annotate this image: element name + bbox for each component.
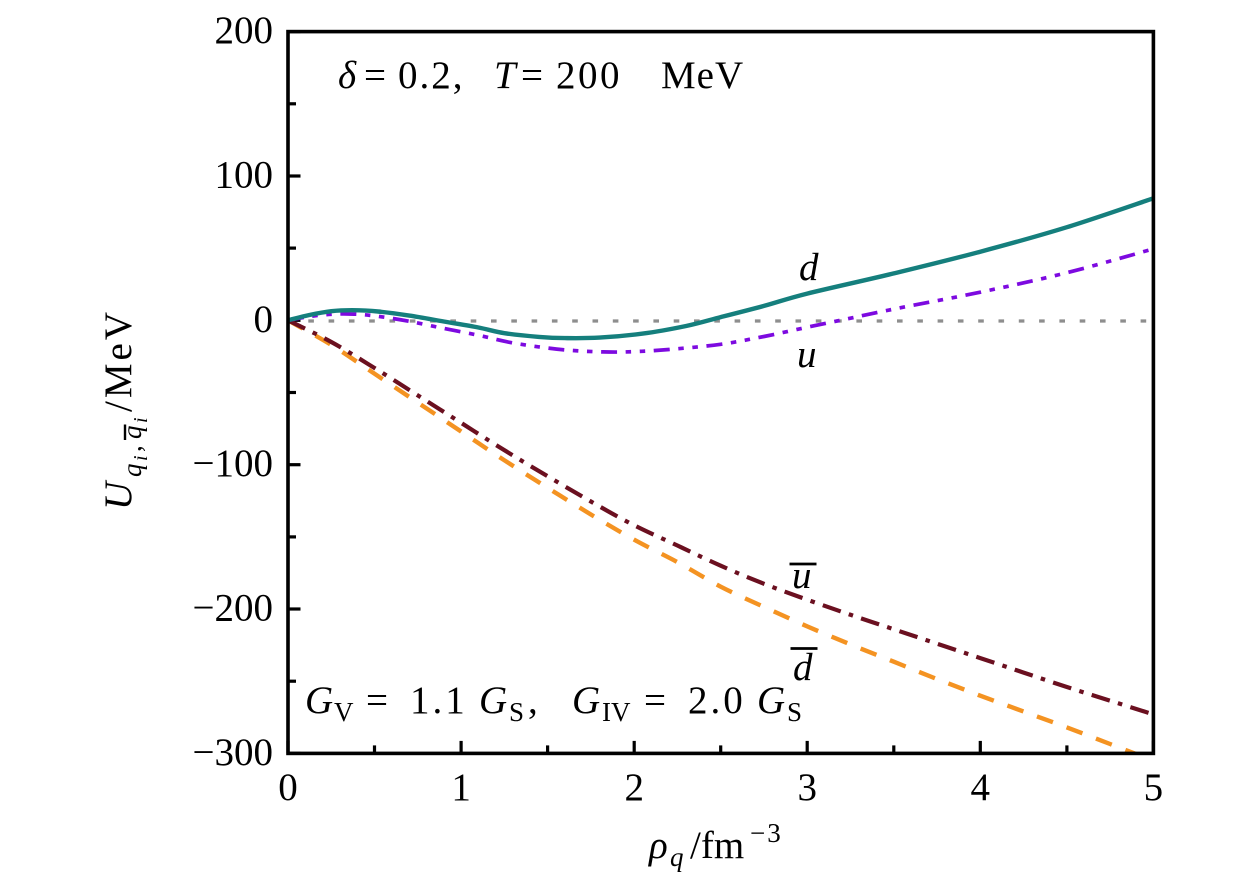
svg-text:−100: −100 [193,442,274,485]
svg-text:Uqi,qi/MeV: Uqi,qi/MeV [97,309,152,510]
svg-text:5: 5 [1144,766,1164,809]
svg-text:0: 0 [278,766,298,809]
svg-text:1: 1 [451,766,471,809]
svg-text:GV=1.1GS,GIV=2.0GS: GV = 1.1 GS, GIV = 2.0 GS [305,679,802,727]
svg-text:u: u [797,333,817,376]
svg-text:0: 0 [254,298,274,341]
svg-text:−200: −200 [193,587,274,630]
svg-text:d: d [793,646,813,689]
svg-text:u: u [792,554,812,597]
svg-text:ρq/fm−3: ρq/fm −3 [648,818,783,872]
svg-text:3: 3 [797,766,817,809]
svg-text:100: 100 [215,154,274,197]
svg-text:−300: −300 [193,731,274,774]
svg-text:2: 2 [624,766,644,809]
svg-text:4: 4 [971,766,991,809]
svg-text:200: 200 [215,9,274,52]
svg-text:d: d [799,246,819,289]
